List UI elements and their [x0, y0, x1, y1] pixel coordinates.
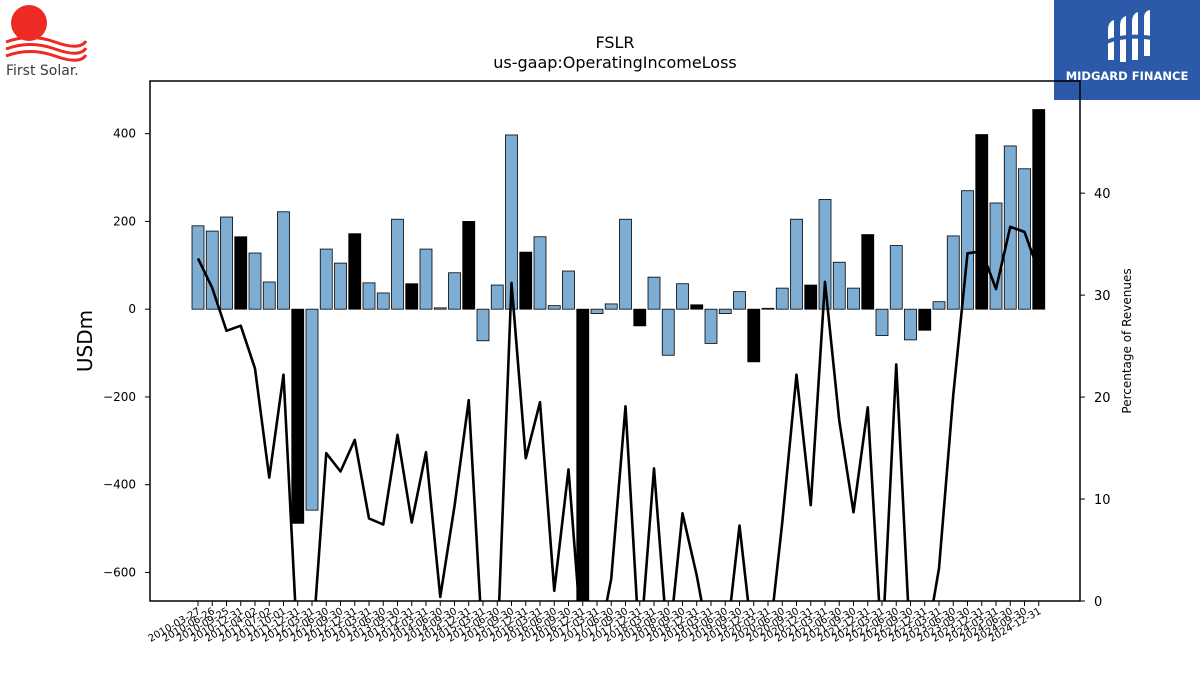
y-tick-label-right: 40 [1094, 187, 1111, 202]
frame [149, 80, 1081, 602]
y-tick-label-left: −400 [103, 478, 136, 492]
bar-2021-12-31 [861, 234, 875, 310]
bar-2016-09-30 [562, 270, 575, 310]
bar-2012-03-31 [305, 308, 319, 511]
bar-2021-06-30 [832, 261, 846, 310]
bar-2024-03-31 [989, 202, 1003, 310]
midgard-emblem-icon [1105, 10, 1153, 62]
bar-2014-09-30 [448, 272, 461, 310]
bar-2013-12-31 [405, 283, 419, 310]
bar-2012-09-30 [334, 262, 347, 310]
bar-2010-12-31 [234, 236, 248, 310]
bar-2013-03-31 [362, 282, 376, 310]
first-solar-logo: First Solar. [0, 0, 100, 90]
bar-2021-03-31 [818, 199, 832, 310]
bar-2011-10-01 [277, 211, 290, 310]
bar-series [191, 109, 1046, 602]
bar-2015-12-31 [519, 251, 533, 310]
bar-2018-09-30 [676, 283, 689, 310]
y-tick-label-right: 30 [1094, 289, 1111, 304]
plot-frame [149, 80, 1081, 602]
bar-2011-07-02 [262, 281, 276, 310]
y-axis-label-right: Percentage of Revenues [1120, 268, 1134, 413]
bar-2018-12-31 [690, 304, 704, 310]
bar-2019-06-30 [718, 308, 732, 314]
y-tick-label-left: −600 [103, 565, 136, 579]
bar-2011-04-02 [248, 252, 262, 310]
midgard-finance-wordmark: MIDGARD FINANCE [1065, 69, 1189, 83]
first-solar-wordmark: First Solar. [6, 63, 79, 79]
bar-2020-12-31 [804, 284, 818, 310]
midgard-finance-logo: MIDGARD FINANCE [1054, 0, 1200, 100]
bar-2019-12-31 [747, 308, 761, 363]
bar-2015-03-31 [476, 308, 490, 342]
bar-2015-06-30 [490, 284, 504, 310]
bar-2020-06-30 [775, 287, 789, 310]
bar-2023-03-31 [932, 301, 946, 310]
bar-2024-12-31 [1032, 109, 1046, 310]
bar-2018-06-30 [661, 308, 675, 356]
bar-2016-06-30 [547, 305, 561, 310]
bar-2017-09-30 [619, 218, 632, 310]
percentage-line [196, 225, 1040, 601]
bar-2019-09-30 [733, 291, 746, 310]
bar-2021-09-30 [847, 287, 860, 310]
bar-2020-03-31 [761, 307, 775, 310]
bar-2010-09-25 [220, 216, 233, 310]
bar-2013-09-30 [391, 218, 404, 310]
bar-2017-06-30 [604, 303, 618, 310]
bar-2010-03-27 [191, 225, 205, 310]
bar-2019-03-31 [704, 308, 718, 344]
line-series [196, 225, 1040, 601]
bar-2011-12-31 [291, 308, 305, 524]
bar-2023-06-30 [946, 235, 960, 310]
y-tick-label-left: −200 [103, 390, 136, 404]
y-tick-label-right: 20 [1094, 391, 1111, 406]
bar-2014-12-31 [462, 221, 476, 310]
bar-2012-06-30 [319, 248, 333, 310]
y-tick-label-right: 0 [1094, 595, 1102, 610]
bar-2022-09-30 [904, 308, 917, 341]
bar-2016-03-31 [533, 236, 547, 310]
chart-subtitle: us-gaap:OperatingIncomeLoss [493, 53, 737, 72]
chart-title: FSLR [595, 33, 634, 52]
bar-2012-12-31 [348, 233, 362, 310]
bar-2014-06-30 [433, 307, 447, 310]
bar-2014-03-31 [419, 248, 433, 310]
bar-2017-03-31 [590, 308, 604, 314]
bar-2013-06-30 [376, 292, 390, 310]
bar-2022-06-30 [889, 245, 903, 310]
bar-2018-03-31 [647, 276, 661, 310]
y-axis-label-left: USDm [73, 310, 97, 372]
y-tick-label-left: 200 [113, 214, 136, 228]
y-tick-label-left: 0 [128, 302, 136, 316]
y-tick-label-right: 10 [1094, 493, 1111, 508]
bar-2010-06-26 [205, 230, 219, 310]
bar-2024-09-30 [1018, 168, 1031, 310]
bar-2022-03-31 [875, 308, 889, 336]
y-tick-label-left: 400 [113, 127, 136, 141]
bar-2017-12-31 [633, 308, 647, 327]
sun-logo-icon [5, 5, 88, 62]
bar-2022-12-31 [918, 308, 932, 331]
bar-2023-12-31 [975, 134, 989, 310]
bar-2020-09-30 [790, 218, 803, 310]
bar-2016-12-31 [576, 308, 590, 602]
grid-and-axes: −600−400−20002004000102030402010-03-2720… [103, 127, 1111, 645]
